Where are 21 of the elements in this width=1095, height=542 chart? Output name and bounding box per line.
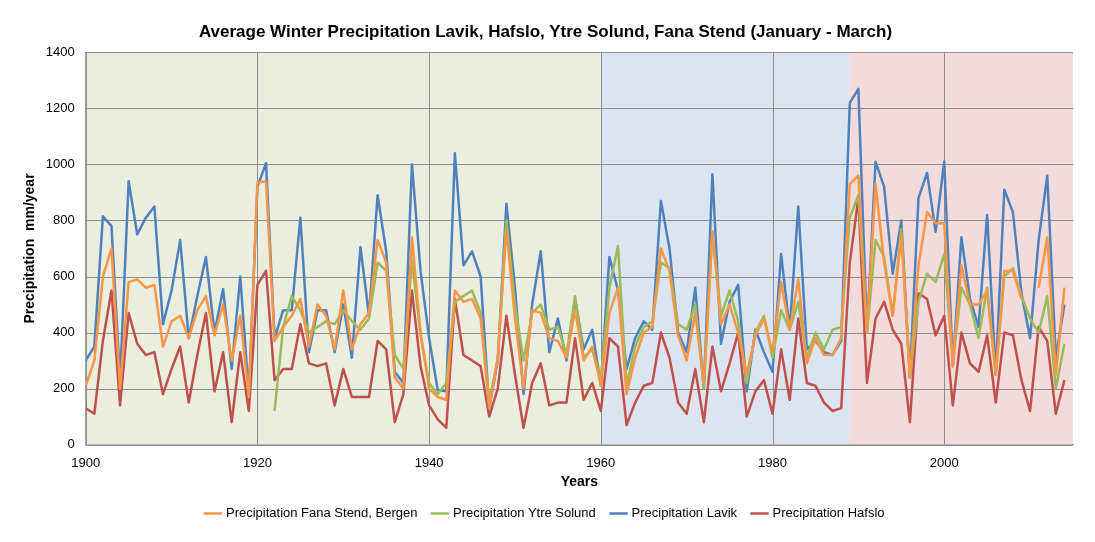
legend-label: Precipitation Fana Stend, Bergen	[225, 505, 418, 521]
y-tick-label: 1200	[45, 100, 75, 116]
y-tick-label: 800	[53, 212, 75, 228]
x-axis-title: Years	[560, 473, 599, 490]
y-tick-label: 1000	[45, 156, 75, 172]
legend-label: Precipitation Ytre Solund	[452, 505, 596, 521]
y-tick-label: 0	[67, 436, 75, 452]
y-tick-label: 1400	[45, 43, 75, 59]
legend-label: Precipitation Hafslo	[772, 505, 885, 521]
chart-title: Average Winter Precipitation Lavik, Hafslo, Ytre Solund, Fana Stend (January - March)	[198, 21, 893, 41]
x-tick-label: 1900	[71, 454, 101, 470]
x-tick-label: 1960	[586, 454, 616, 470]
y-tick-label: 600	[53, 268, 75, 284]
legend-label: Precipitation Lavik	[631, 505, 738, 521]
x-tick-label: 2000	[929, 454, 959, 470]
x-tick-label: 1980	[758, 454, 787, 470]
y-axis-title: Precipitation mm/year	[21, 172, 38, 324]
y-tick-label: 200	[53, 380, 75, 396]
x-tick-label: 1940	[414, 454, 444, 470]
x-tick-label: 1920	[242, 454, 272, 470]
y-tick-label: 400	[53, 324, 75, 340]
